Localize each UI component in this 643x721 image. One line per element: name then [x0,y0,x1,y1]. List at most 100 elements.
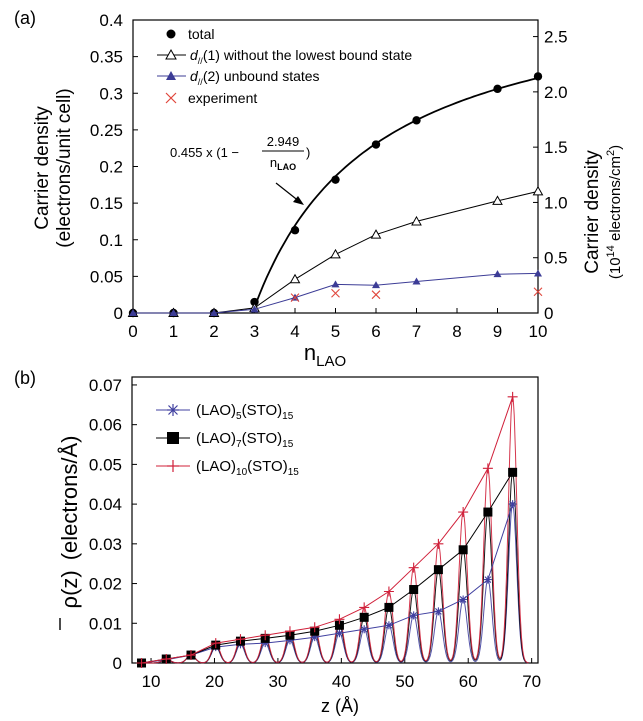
panel-a-label: (a) [14,8,36,28]
data-point [411,215,422,226]
data-point [408,562,419,573]
y-tick-label: 0.4 [99,11,123,30]
data-point [290,226,300,235]
x-tick-label: 60 [459,672,478,691]
data-point [482,463,493,474]
data-point [360,625,369,634]
data-point [384,602,394,612]
x-tick-label: 20 [205,672,224,691]
y2-tick-label: 2.0 [544,83,568,102]
x-tick-label: 5 [331,322,340,341]
svg-text:(LAO)10(STO)15: (LAO)10(STO)15 [196,458,299,478]
data-point [169,309,178,316]
panel-a-legend: total d//(1) without the lowest bound st… [157,26,412,106]
panel-b: (b) 10 20 30 40 50 60 70 0 0.01 0.02 0.03 0.04 0.05… [14,368,541,716]
x-tick-label: 70 [522,672,541,691]
y-tick-label: 0.35 [90,48,123,67]
data-point [533,72,543,81]
data-point [331,175,340,184]
data-point [309,622,320,633]
legend-item-lao10: (LAO)10(STO)15 [156,458,299,478]
x-tick-label: 10 [529,322,548,341]
data-point [260,630,271,641]
data-point [261,639,270,648]
panel-a-x-axis-label: nLAO [304,340,346,370]
panel-b-series [136,391,518,668]
data-point [493,270,502,278]
panel-b-plot-frame [131,376,539,664]
legend-item-total: total [166,26,214,42]
data-point [412,277,421,285]
data-point [459,595,468,604]
svg-text:2.949: 2.949 [267,134,300,149]
legend-item-d1: d//(1) without the lowest bound state [157,47,412,66]
data-point [310,633,319,642]
fit-formula-annotation: 0.455 x (1 − 2.949 nLAO ) [170,134,310,172]
data-point [129,309,137,316]
y-tick-label: 0.04 [89,495,122,514]
envelope-line [141,503,514,664]
svg-text:d//(1) without the lowest boun: d//(1) without the lowest bound state [190,47,412,66]
annotation-arrow [275,182,304,205]
data-point [185,650,196,661]
data-point [492,195,503,205]
data-point [434,607,443,616]
data-point [290,293,300,303]
data-point [508,467,518,477]
y2-tick-label: 0 [544,304,553,323]
panel-b-y-axis-label: ρ(z)(electrons/Å) [57,436,82,609]
x-tick-label: 7 [412,322,421,341]
data-point [532,185,544,196]
envelope-line [141,472,514,664]
data-point [210,309,218,316]
panel-a-series-2 [129,269,542,316]
svg-text:): ) [306,145,310,160]
y2-tick-label: 1.5 [544,138,568,157]
svg-text:0.455 x (1 −: 0.455 x (1 − [170,145,239,160]
data-point [334,614,345,625]
y-tick-label: 0.06 [89,416,122,435]
y-tick-label: 0.05 [90,267,123,286]
panel-b-x-axis-label: z (Å) [321,696,359,716]
data-point [409,611,418,620]
data-point [334,620,344,630]
data-point [371,140,381,149]
data-point [359,602,370,613]
legend-item-lao7: (LAO)7(STO)15 [156,430,294,450]
y-tick-label: 0.07 [89,376,122,395]
panel-a-y2-ticks: 0 0.5 1.0 1.5 2.0 2.5 [533,28,568,323]
x-tick-label: 4 [290,322,299,341]
data-point [284,626,295,637]
x-tick-label: 2 [209,322,218,341]
panel-b-series-1 [137,467,518,668]
y-tick-label: 0 [114,304,123,323]
data-point [331,280,340,288]
x-tick-label: 3 [250,322,259,341]
y-tick-label: 0.3 [99,84,123,103]
data-point [235,634,246,645]
x-tick-label: 40 [332,672,351,691]
data-point [483,575,492,584]
panel-b-legend: (LAO)5(STO)15 (LAO)7(STO)15 (LAO)10(STO)… [156,402,299,478]
svg-text:(LAO)7(STO)15: (LAO)7(STO)15 [196,430,294,450]
x-tick-label: 30 [268,672,287,691]
panel-b-label: (b) [14,368,36,388]
svg-text:d//(2) unbound states: d//(2) unbound states [190,68,320,87]
panel-a: (a) 0 1 2 3 4 5 6 7 8 9 10 00.050.10.150.20.250.30… [14,8,624,370]
envelope-line [141,396,514,664]
data-point [483,507,493,517]
data-point [409,585,419,595]
data-point [534,269,542,277]
y-tick-label: 0.05 [89,455,122,474]
series-line [133,272,539,314]
svg-text:nLAO: nLAO [270,155,296,172]
data-point [507,391,518,402]
y-tick-label: 0.02 [89,575,122,594]
panel-b-x-ticks: 10 20 30 40 50 60 70 [142,658,541,691]
panel-a-series-3 [290,287,543,303]
x-tick-label: 50 [395,672,414,691]
panel-a-plot-frame [132,19,539,314]
data-point [433,565,443,575]
panel-a-y2-axis-label-line2: (1014 electrons/cm2) [605,145,624,279]
